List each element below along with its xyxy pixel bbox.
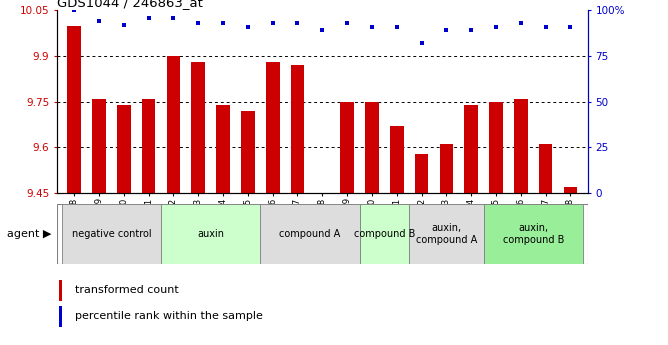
Bar: [365, 102, 379, 193]
Point: [565, 24, 576, 30]
Point: [218, 20, 228, 26]
FancyBboxPatch shape: [261, 204, 359, 264]
Text: agent ▶: agent ▶: [7, 229, 51, 239]
Point: [292, 20, 303, 26]
Bar: [564, 187, 577, 193]
Bar: [59, 306, 62, 327]
Text: negative control: negative control: [71, 229, 151, 239]
Point: [391, 24, 402, 30]
Point: [491, 24, 502, 30]
FancyBboxPatch shape: [61, 204, 161, 264]
FancyBboxPatch shape: [359, 204, 409, 264]
Bar: [489, 102, 503, 193]
Bar: [440, 145, 453, 193]
Point: [516, 20, 526, 26]
Point: [193, 20, 204, 26]
Text: GDS1044 / 246863_at: GDS1044 / 246863_at: [57, 0, 202, 9]
Point: [168, 15, 179, 20]
FancyBboxPatch shape: [161, 204, 261, 264]
Point: [118, 22, 129, 28]
Point: [540, 24, 551, 30]
Text: compound B: compound B: [353, 229, 415, 239]
FancyBboxPatch shape: [409, 204, 484, 264]
Bar: [514, 99, 528, 193]
Bar: [92, 99, 106, 193]
Bar: [67, 26, 81, 193]
Text: compound A: compound A: [279, 229, 341, 239]
Bar: [340, 102, 354, 193]
Point: [267, 20, 278, 26]
Bar: [192, 62, 205, 193]
Bar: [415, 154, 428, 193]
Point: [317, 28, 328, 33]
Bar: [117, 105, 131, 193]
Bar: [291, 65, 305, 193]
Point: [466, 28, 476, 33]
Point: [416, 40, 427, 46]
Bar: [216, 105, 230, 193]
FancyBboxPatch shape: [484, 204, 583, 264]
Bar: [166, 56, 180, 193]
Bar: [59, 280, 62, 301]
Text: auxin,
compound B: auxin, compound B: [502, 223, 564, 245]
Bar: [266, 62, 279, 193]
Bar: [390, 126, 403, 193]
Point: [69, 8, 79, 13]
Text: auxin,
compound A: auxin, compound A: [415, 223, 477, 245]
Bar: [464, 105, 478, 193]
Text: auxin: auxin: [197, 229, 224, 239]
Point: [367, 24, 377, 30]
Bar: [241, 111, 255, 193]
Point: [342, 20, 353, 26]
Text: percentile rank within the sample: percentile rank within the sample: [75, 311, 263, 321]
Bar: [539, 145, 552, 193]
Point: [143, 15, 154, 20]
Bar: [142, 99, 156, 193]
Point: [94, 19, 104, 24]
Point: [441, 28, 452, 33]
Point: [242, 24, 253, 30]
Text: transformed count: transformed count: [75, 285, 179, 295]
